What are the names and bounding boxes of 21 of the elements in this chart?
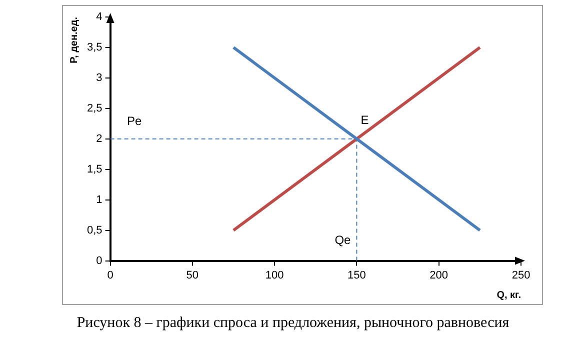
series-label: Pe (126, 114, 142, 128)
x-tick-label: 50 (186, 269, 199, 282)
y-tick-label: 3,5 (86, 42, 102, 54)
y-tick-label: 2 (96, 132, 102, 145)
x-tick-label: 200 (430, 269, 448, 282)
x-tick-label: 100 (265, 269, 284, 282)
x-tick-label: 0 (107, 269, 114, 282)
text: Рисунок 8 – графики спроса и предложения, рыночного равновесия (76, 315, 510, 332)
y-tick-label: 1 (96, 194, 102, 206)
y-tick-label: 2,5 (86, 102, 102, 114)
x-axis-title: Q, кг. (496, 290, 522, 301)
y-tick-label: 0,5 (86, 224, 102, 236)
y-tick-label: 0 (96, 254, 102, 267)
y-axis-title: P, ден.ед. (68, 16, 80, 64)
y-tick-label: 4 (96, 11, 102, 24)
x-tick-label: 250 (512, 269, 530, 282)
y-tick-label: 3 (96, 72, 102, 84)
x-tick-label: 150 (348, 269, 366, 282)
series-label: Qe (334, 233, 352, 248)
y-tick-label: 1,5 (86, 163, 102, 176)
annotation: E (360, 113, 369, 128)
